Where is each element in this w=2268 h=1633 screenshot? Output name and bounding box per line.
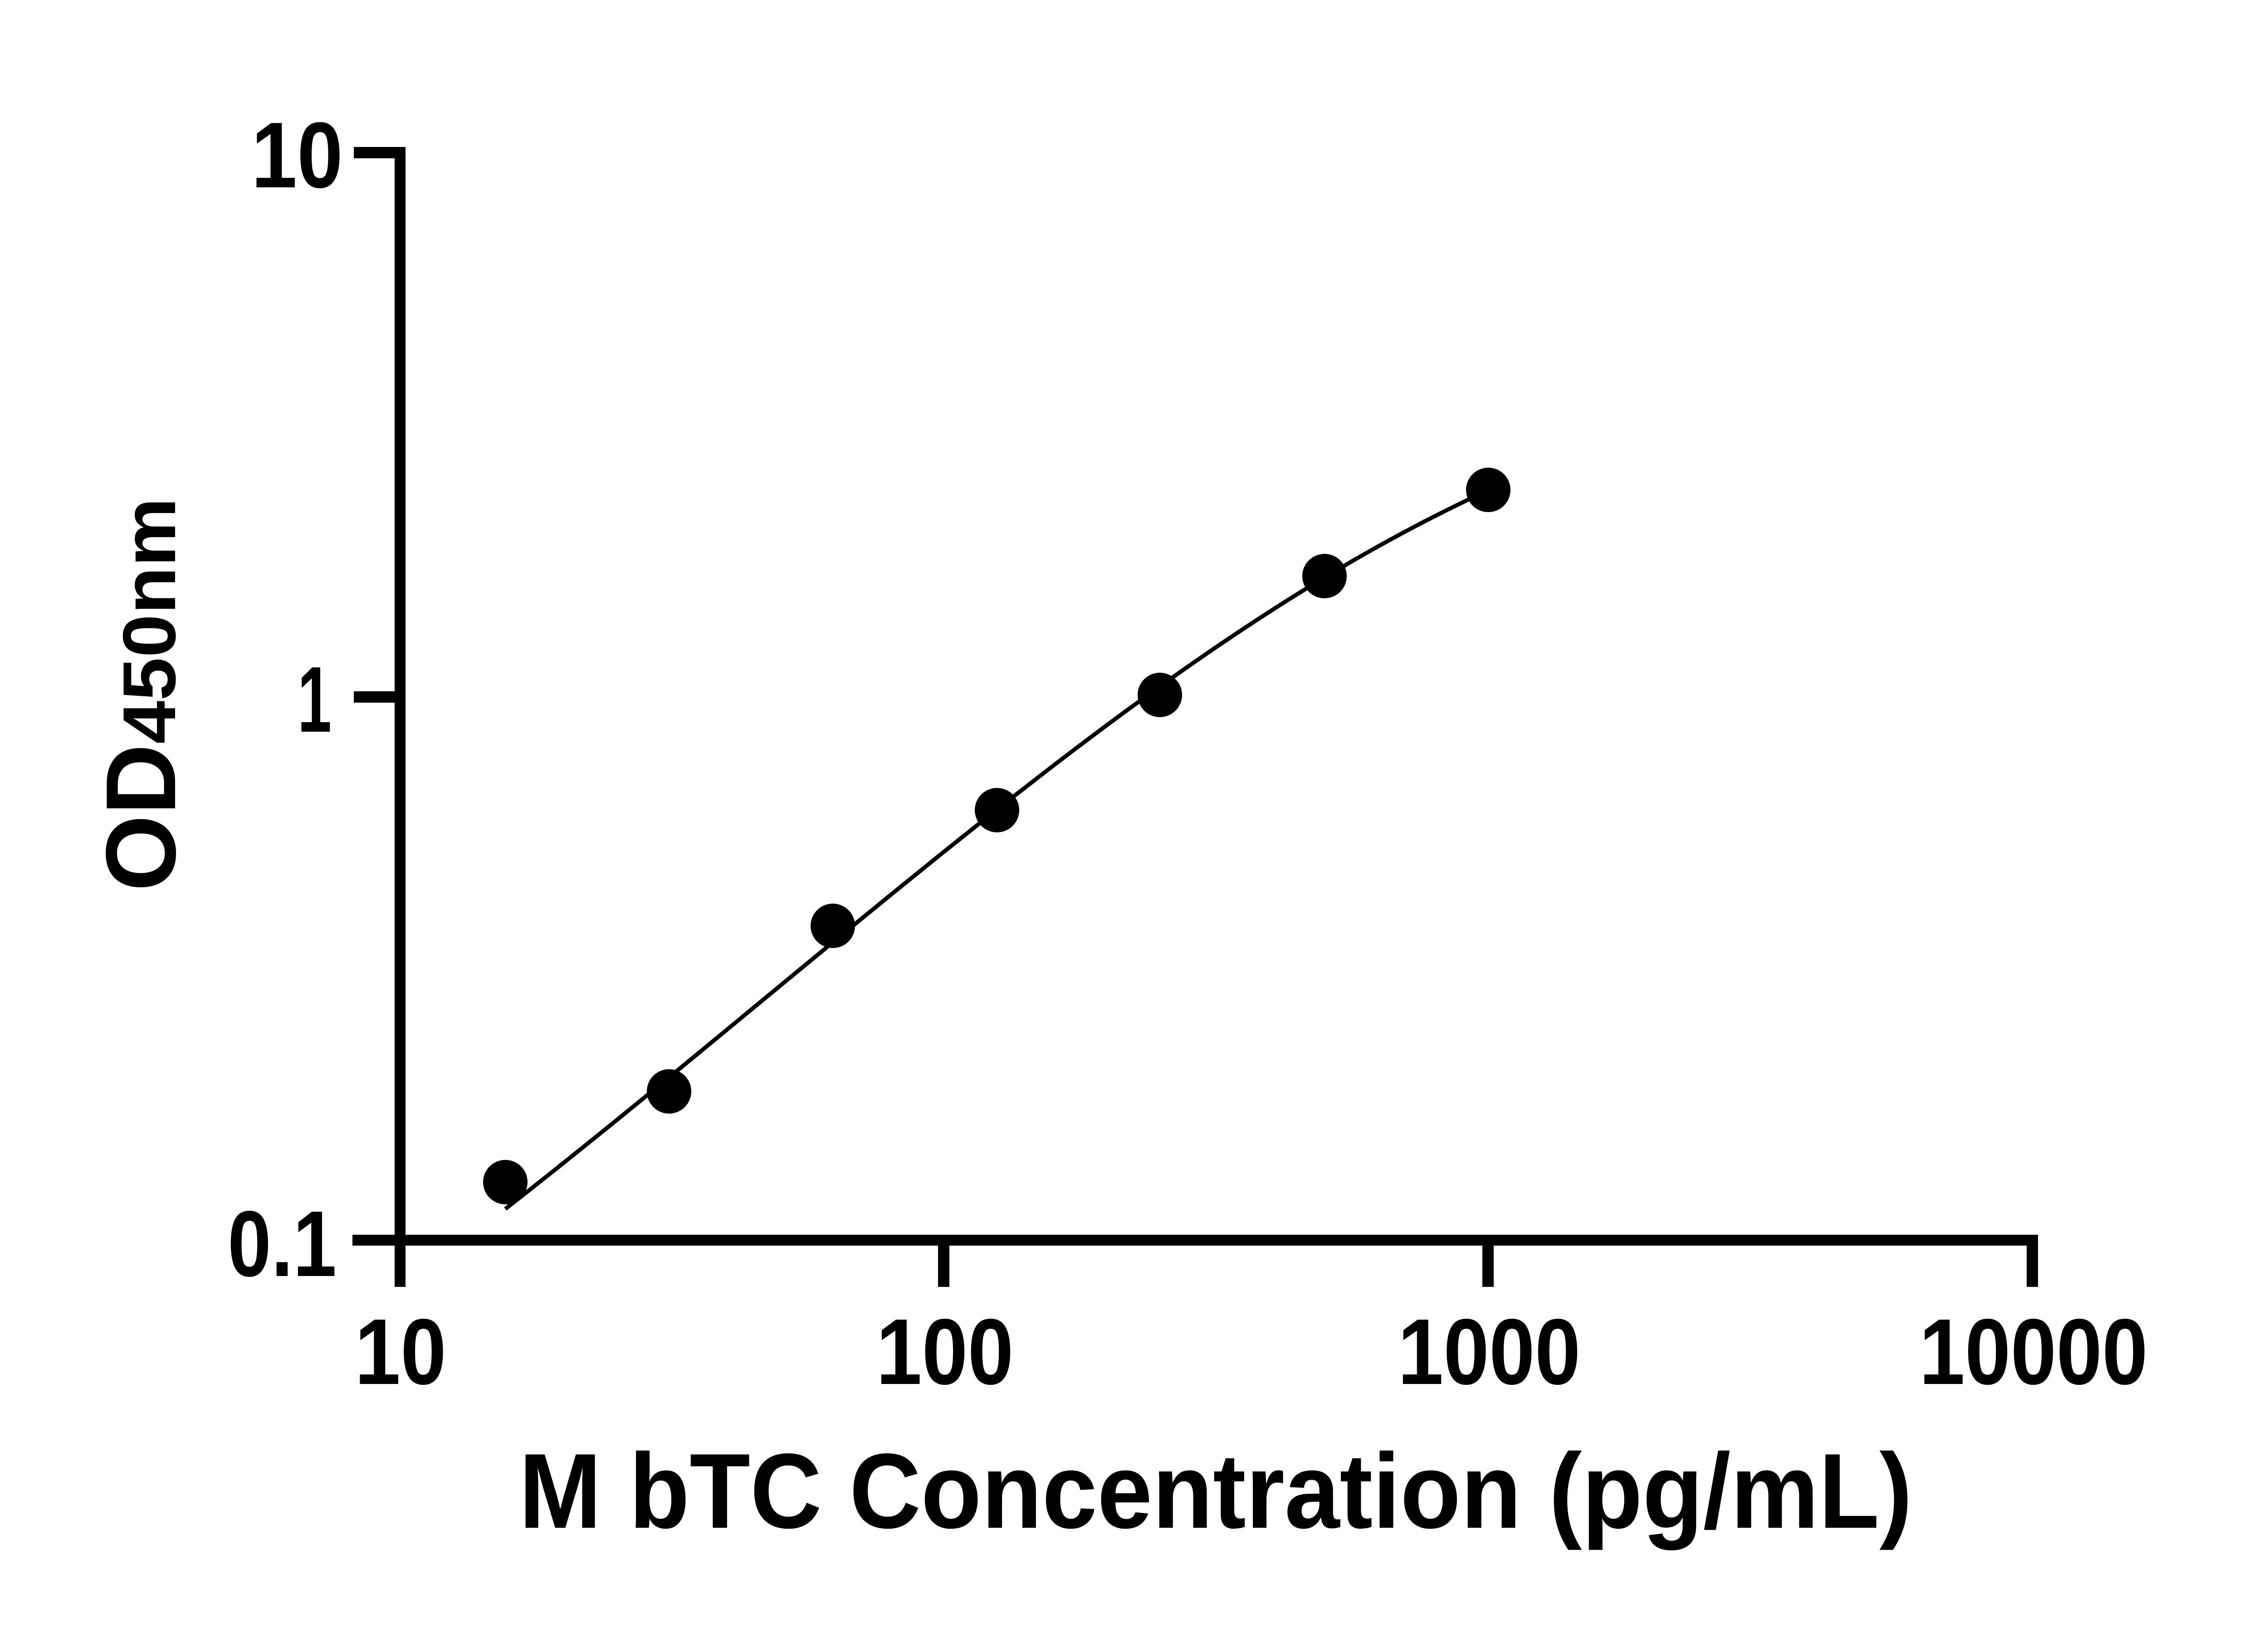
svg-text:10: 10 [355,1300,446,1404]
svg-text:OD: OD [86,744,196,891]
svg-text:10: 10 [251,103,343,207]
svg-text:10000: 10000 [1919,1300,2148,1404]
svg-text:1000: 1000 [1398,1300,1581,1404]
svg-text:1: 1 [298,647,332,752]
svg-text:100: 100 [876,1300,1014,1404]
svg-text:0.1: 0.1 [228,1192,337,1296]
svg-text:450nm: 450nm [108,498,191,744]
svg-text:M bTC Concentration (pg/mL): M bTC Concentration (pg/mL) [519,1431,1912,1550]
